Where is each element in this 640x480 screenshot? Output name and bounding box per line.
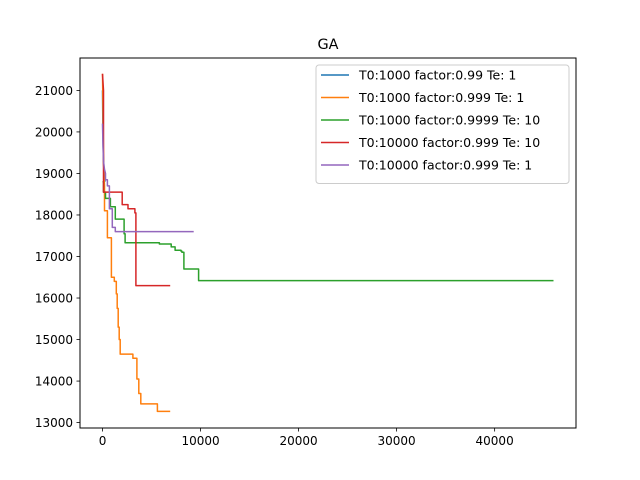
y-tick-label: 14000: [35, 375, 73, 389]
y-axis-ticks: 13000 14000 15000 16000 17000 18000 19000 20000…: [35, 84, 80, 430]
y-tick-label: 20000: [35, 125, 73, 139]
legend-entry-1: T0:1000 factor:0.999 Te: 1: [358, 90, 524, 105]
x-tick-label: 0: [99, 434, 107, 448]
y-tick-label: 17000: [35, 250, 73, 264]
legend-entry-0: T0:1000 factor:0.99 Te: 1: [358, 68, 516, 83]
legend-entry-2: T0:1000 factor:0.9999 Te: 10: [358, 113, 540, 128]
legend-entry-3: T0:10000 factor:0.999 Te: 10: [358, 135, 540, 150]
legend: T0:1000 factor:0.99 Te: 1 T0:1000 factor:…: [315, 64, 570, 184]
chart-title: GA: [318, 37, 339, 53]
series-line-3: [101, 73, 171, 287]
y-tick-label: 16000: [35, 292, 73, 306]
x-tick-label: 30000: [378, 434, 416, 448]
y-tick-label: 21000: [35, 84, 73, 98]
y-tick-label: 18000: [35, 208, 73, 222]
legend-entry-4: T0:10000 factor:0.999 Te: 1: [358, 158, 532, 173]
x-tick-label: 10000: [181, 434, 219, 448]
legend-box: [315, 64, 570, 184]
plot-lines: [101, 73, 554, 413]
axes-frame: [79, 57, 577, 429]
x-tick-label: 40000: [476, 434, 514, 448]
series-line-1: [101, 73, 171, 413]
series-line-4: [101, 123, 194, 233]
y-tick-label: 19000: [35, 167, 73, 181]
y-tick-label: 15000: [35, 333, 73, 347]
y-tick-label: 13000: [35, 416, 73, 430]
x-axis-ticks: 0 10000 20000 30000 40000: [99, 428, 514, 448]
x-tick-label: 20000: [279, 434, 317, 448]
